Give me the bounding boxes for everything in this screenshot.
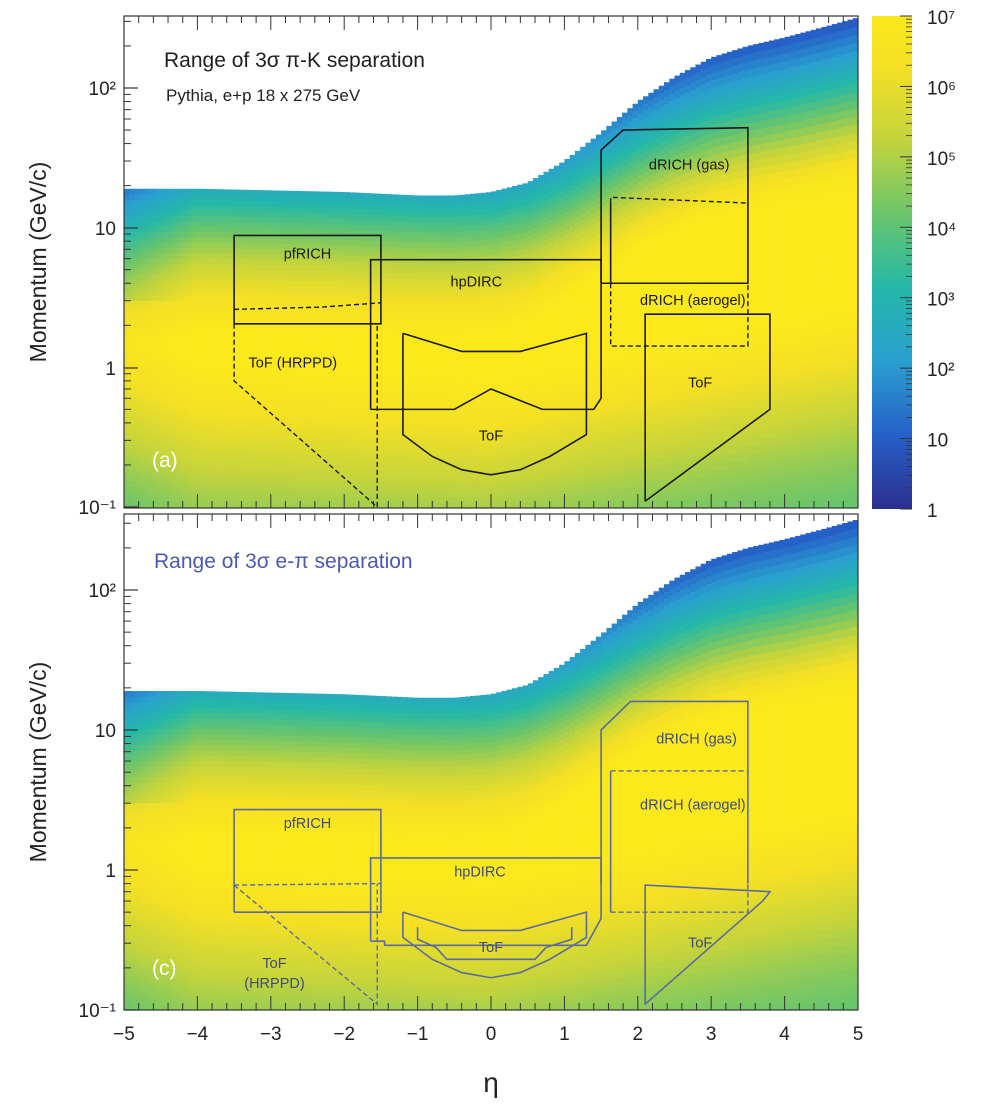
x-tick-label: 1: [559, 1024, 570, 1045]
region-label-2: (HRPPD): [244, 976, 304, 992]
y-tick-label: 10⁻¹: [79, 498, 117, 519]
x-tick-label: 0: [486, 1024, 497, 1045]
x-ticks: [123, 16, 859, 508]
region-label: ToF: [262, 956, 286, 972]
region-label: dRICH (aerogel): [640, 798, 746, 814]
colorbar-tick-label: 10⁴: [927, 219, 956, 240]
region-outline: [644, 884, 772, 1005]
region-outline: [416, 927, 573, 961]
region-drich-aerogel: dRICH (aerogel): [609, 203, 749, 347]
region-tof: ToF: [644, 884, 772, 1005]
region-tof: ToF (HRPPD): [233, 883, 378, 1006]
region-label: dRICH (gas): [649, 158, 730, 174]
y-tick-label: 1: [105, 359, 116, 380]
region-label: hpDIRC: [454, 864, 506, 880]
chart-subtitle: Pythia, e+p 18 x 275 GeV: [166, 86, 361, 105]
region-label: hpDIRC: [451, 274, 503, 290]
y-tick-label: 10: [95, 219, 116, 240]
y-axis: 10⁻¹ 1 10 10²: [79, 20, 138, 519]
region-pfrich: pfRICH: [233, 808, 382, 913]
region-outline: [369, 857, 602, 947]
chart-title: Range of 3σ e-π separation: [154, 550, 413, 573]
x-tick-label: 3: [706, 1024, 717, 1045]
colorbar-tick-label: 10⁷: [927, 8, 955, 29]
region-label: ToF: [479, 940, 503, 956]
chart-panel-c: pfRICH ToF (HRPPD) hpDIRC ToF dRICH (gas) dRIC…: [25, 513, 859, 1022]
region-tof: ToF: [402, 332, 588, 476]
region-drich-aerogel: dRICH (aerogel): [609, 770, 749, 913]
colorbar-tick-label: 10³: [927, 290, 954, 311]
heatmap: [124, 18, 858, 508]
y-tick-label: 10⁻¹: [79, 1001, 117, 1022]
region-pfrich: pfRICH: [233, 234, 382, 325]
region-label: pfRICH: [284, 247, 332, 263]
region-outline: [233, 808, 382, 913]
region-outline-dashed: [609, 283, 749, 347]
x-tick-label: 2: [633, 1024, 644, 1045]
region-drich-gas: dRICH (gas): [600, 700, 749, 884]
y-tick-label: 10²: [89, 581, 116, 602]
region-hpdirc: hpDIRC: [369, 258, 602, 411]
x-tick-label: −1: [407, 1024, 429, 1045]
region-outline-dashed: [233, 883, 378, 1006]
x-axis: −5 −4 −3 −2 −1 0 1 2 3 4 5: [113, 1024, 863, 1045]
x-tick-label: −5: [113, 1024, 135, 1045]
region-label: dRICH (aerogel): [640, 293, 746, 309]
detector-regions: pfRICH ToF (HRPPD) hpDIRC ToF dRICH (gas) dRI…: [233, 126, 771, 508]
y-axis-label: Momentum (GeV/c): [25, 662, 51, 863]
region-outline: [369, 258, 602, 411]
x-tick-label: −2: [333, 1024, 355, 1045]
panel-label: (c): [152, 957, 177, 980]
y-axis-label: Momentum (GeV/c): [25, 162, 51, 363]
region-drich-gas: dRICH (gas): [600, 126, 749, 285]
region-outline-dashed: [233, 323, 378, 508]
region-outline: [402, 911, 588, 979]
heatmap: [124, 520, 858, 1010]
region-outline-dashed: [234, 882, 381, 886]
x-tick-label: −3: [260, 1024, 282, 1045]
region-label: ToF (HRPPD): [249, 355, 338, 371]
region-tof: ToF: [402, 911, 588, 979]
x-tick-label: 4: [779, 1024, 790, 1045]
region-label: ToF: [479, 428, 503, 444]
y-tick-label: 10: [95, 721, 116, 742]
region-outline: [600, 126, 749, 285]
y-tick-label: 10²: [89, 79, 116, 100]
panels: pfRICH ToF (HRPPD) hpDIRC ToF dRICH (gas) dRI…: [25, 15, 859, 1022]
region-label: dRICH (gas): [656, 732, 737, 748]
region-outline: [402, 332, 588, 476]
colorbar: 10⁷ 10⁶ 10⁵ 10⁴ 10³ 10² 10 1: [872, 8, 956, 522]
y-tick-label: 1: [105, 861, 116, 882]
x-axis-label: η: [483, 1067, 499, 1098]
region-tof: ToF: [644, 313, 771, 502]
colorbar-tick-label: 10²: [927, 360, 954, 381]
colorbar-tick-label: 10: [927, 431, 948, 452]
x-tick-label: −4: [187, 1024, 209, 1045]
region-outline: [600, 700, 749, 884]
panel-label: (a): [152, 449, 178, 472]
chart-title: Range of 3σ π-K separation: [164, 49, 425, 72]
x-tick-label: 5: [853, 1024, 864, 1045]
colorbar-gradient: [872, 16, 912, 509]
y-axis: 10⁻¹ 1 10 10²: [79, 522, 138, 1022]
colorbar-tick-label: 10⁶: [927, 78, 956, 99]
region-label: pfRICH: [284, 816, 332, 832]
colorbar-tick-label: 10⁵: [927, 149, 956, 170]
region-outline-dashed: [609, 196, 748, 204]
region-outline-dashed: [234, 302, 381, 311]
colorbar-ticks: 10⁷ 10⁶ 10⁵ 10⁴ 10³ 10² 10 1: [900, 8, 956, 522]
chart-panel-a: pfRICH ToF (HRPPD) hpDIRC ToF dRICH (gas) dRI…: [25, 15, 859, 519]
region-outline: [233, 234, 382, 325]
region-label: ToF: [688, 375, 712, 391]
x-ticks: [123, 514, 859, 1010]
region-label: ToF: [688, 935, 712, 951]
detector-regions: pfRICH ToF (HRPPD) hpDIRC ToF dRICH (gas) dRIC…: [233, 700, 772, 1006]
region-outline: [644, 313, 771, 502]
region-tof-hrppd: ToF (HRPPD): [233, 323, 378, 508]
region-outline-dashed: [610, 883, 749, 913]
colorbar-tick-label: 1: [927, 501, 938, 522]
region-hpdirc: hpDIRC: [369, 857, 602, 947]
